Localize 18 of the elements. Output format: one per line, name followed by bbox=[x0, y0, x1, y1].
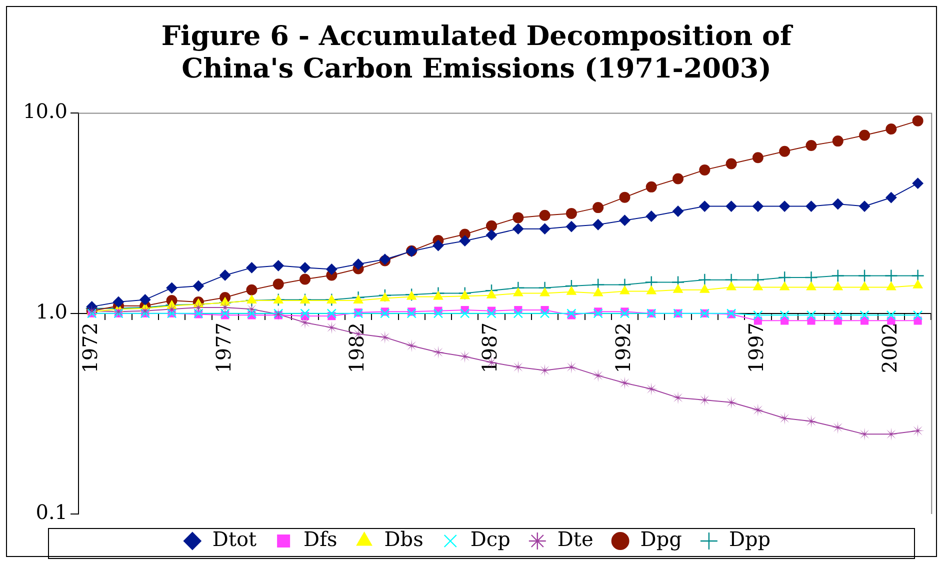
x-tick-label: 1997 bbox=[744, 322, 768, 374]
y-tick-label: 10.0 bbox=[23, 99, 68, 124]
chart-title: Figure 6 - Accumulated Decomposition of China's Carbon Emissions (1971-2003) bbox=[161, 21, 794, 85]
x-tick-label: 2002 bbox=[877, 322, 902, 374]
x-tick-label: 1977 bbox=[211, 322, 236, 374]
x-tick-label: 1987 bbox=[478, 322, 502, 374]
x-tick-label: 1982 bbox=[344, 322, 368, 374]
legend-label: Dfs bbox=[304, 527, 338, 552]
y-tick-label: 1.0 bbox=[36, 300, 68, 324]
y-tick-label: 0.1 bbox=[36, 500, 68, 524]
x-tick-label: 1972 bbox=[78, 322, 102, 374]
legend-label: Dbs bbox=[384, 527, 424, 552]
legend-label: Dcp bbox=[470, 527, 510, 552]
legend-label: Dpg bbox=[640, 527, 682, 552]
x-tick-label: 1992 bbox=[610, 322, 635, 374]
legend-label: Dte bbox=[557, 527, 594, 552]
legend-label: Dtot bbox=[212, 527, 257, 552]
legend-label: Dpp bbox=[728, 527, 771, 552]
